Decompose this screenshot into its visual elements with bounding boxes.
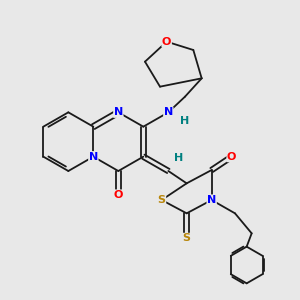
Text: N: N	[89, 152, 98, 162]
Text: O: O	[162, 37, 171, 47]
Text: H: H	[180, 116, 190, 126]
Text: O: O	[227, 152, 236, 162]
Text: S: S	[183, 233, 191, 243]
Text: N: N	[207, 195, 216, 205]
Text: N: N	[114, 107, 123, 117]
Text: O: O	[114, 190, 123, 200]
Text: H: H	[174, 153, 183, 163]
Text: N: N	[164, 107, 173, 117]
Text: S: S	[158, 195, 166, 205]
